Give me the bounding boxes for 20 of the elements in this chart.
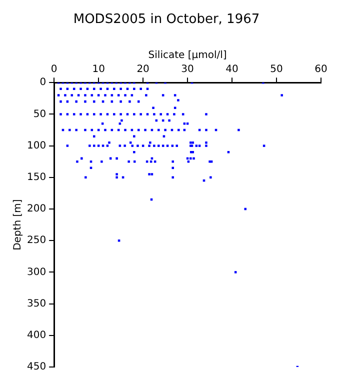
y-tick-label: 350 (26, 298, 46, 310)
y-tick-label: 250 (26, 235, 46, 246)
x-tick-label: 40 (226, 64, 238, 76)
x-tick-label: 30 (181, 64, 194, 76)
y-tick-label: 150 (26, 172, 46, 183)
x-tick-label: 50 (270, 64, 283, 76)
x-tick-label: 20 (136, 64, 150, 76)
y-tick-label: 50 (33, 108, 46, 120)
y-axis-title: Depth [m] (12, 199, 24, 250)
y-tick-label: 400 (26, 330, 46, 341)
chart-title: MODS2005 in October, 1967 (73, 12, 260, 28)
x-tick-label: 10 (92, 64, 105, 76)
y-tick-label: 0 (40, 77, 46, 88)
x-tick-label: 0 (50, 64, 58, 76)
y-tick-label: 100 (26, 140, 46, 152)
y-tick-label: 300 (26, 266, 46, 278)
x-axis-title: Silicate [µmol/l] (148, 50, 227, 62)
x-tick-label: 60 (314, 64, 328, 76)
y-tick-label: 200 (26, 204, 46, 215)
y-tick-label: 450 (26, 362, 46, 373)
